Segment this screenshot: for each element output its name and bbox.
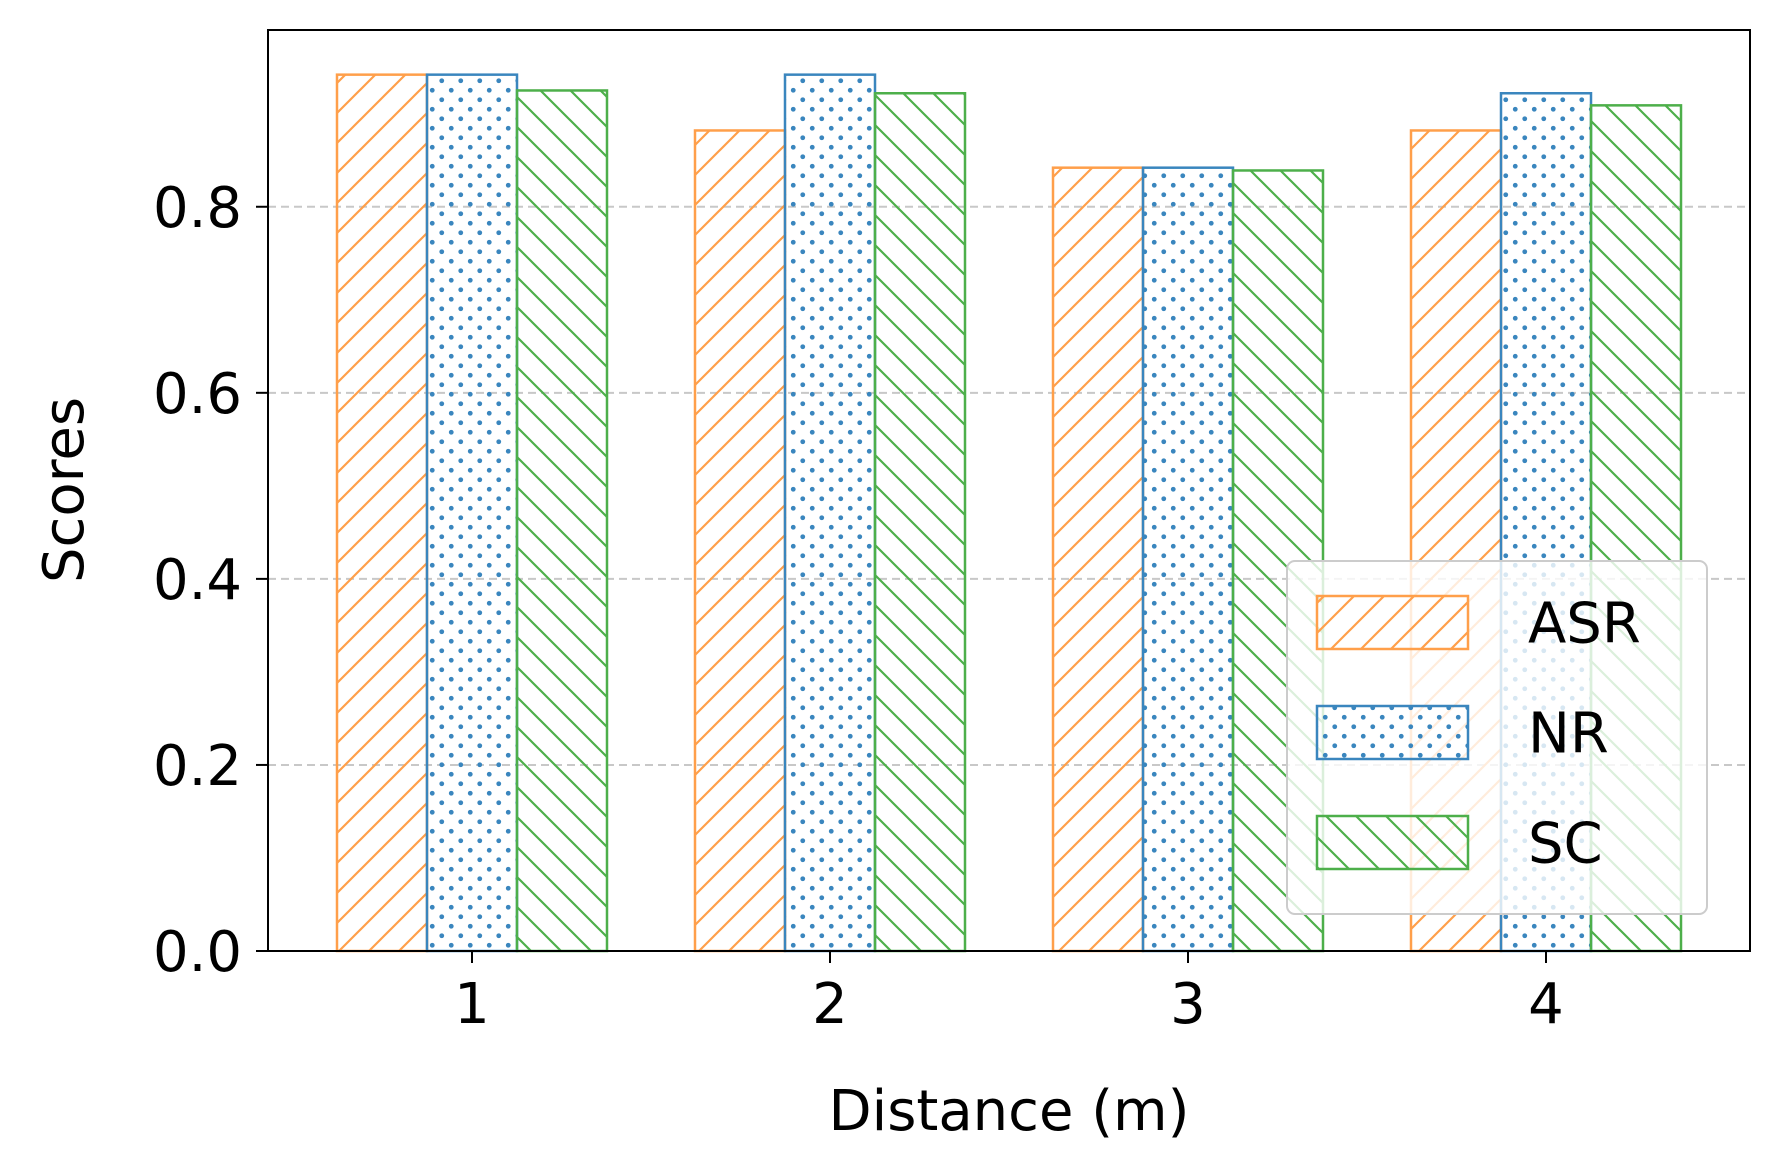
bar-nr-3 bbox=[1141, 166, 1235, 953]
x-tick-label: 2 bbox=[812, 972, 848, 1037]
legend-label-asr: ASR bbox=[1528, 592, 1641, 657]
bar-sc-1 bbox=[515, 89, 609, 953]
x-tick-label: 1 bbox=[454, 972, 490, 1037]
legend: ASR NR SC bbox=[1286, 560, 1708, 915]
x-axis: 1 2 3 4 bbox=[454, 951, 1564, 1037]
bar-nr-1 bbox=[425, 73, 519, 953]
bar-asr-1 bbox=[335, 73, 429, 953]
bar-asr-2 bbox=[693, 129, 787, 953]
y-axis-label: Scores bbox=[32, 397, 97, 583]
legend-swatch-nr bbox=[1315, 704, 1470, 761]
plot-frame bbox=[267, 29, 1751, 952]
bar-sc-2 bbox=[873, 92, 967, 953]
y-tick-label: 0.8 bbox=[153, 176, 242, 241]
x-tick-label: 3 bbox=[1170, 972, 1206, 1037]
y-tick-label: 0.6 bbox=[153, 362, 242, 427]
x-axis-label: Distance (m) bbox=[829, 1079, 1190, 1144]
legend-swatch-sc bbox=[1315, 814, 1470, 871]
legend-swatch-asr bbox=[1315, 594, 1470, 651]
y-axis: 0.0 0.2 0.4 0.6 0.8 bbox=[153, 176, 268, 985]
x-tick-label: 4 bbox=[1528, 972, 1564, 1037]
bar-asr-3 bbox=[1051, 166, 1145, 953]
bar-nr-2 bbox=[783, 73, 877, 953]
y-tick-label: 0.2 bbox=[153, 734, 242, 799]
legend-label-nr: NR bbox=[1528, 702, 1609, 767]
y-tick-label: 0.4 bbox=[153, 548, 242, 613]
legend-label-sc: SC bbox=[1528, 812, 1603, 877]
y-tick-label: 0.0 bbox=[153, 920, 242, 985]
